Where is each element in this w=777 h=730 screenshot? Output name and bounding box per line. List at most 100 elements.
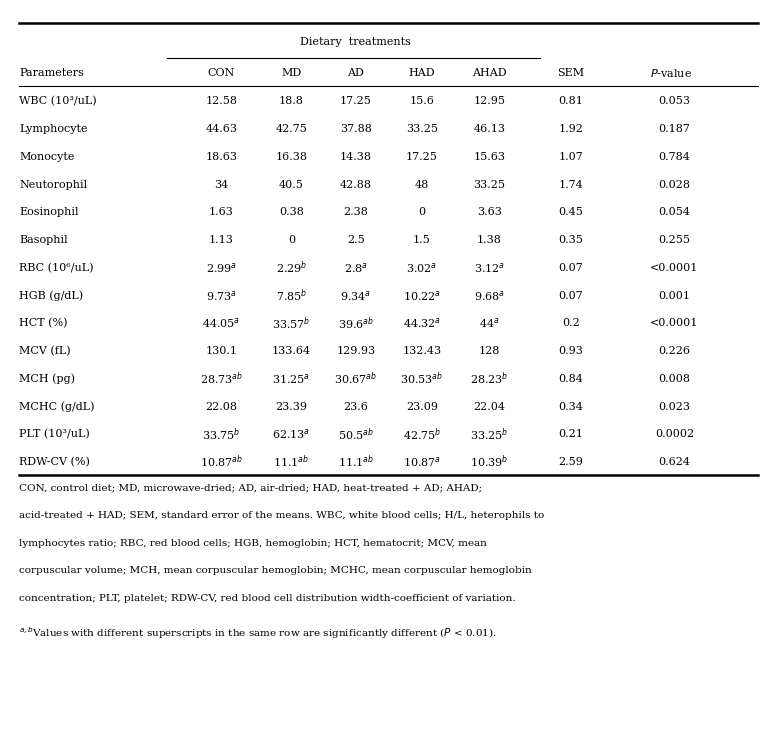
- Text: 22.04: 22.04: [473, 402, 506, 412]
- Text: 42.88: 42.88: [340, 180, 372, 190]
- Text: 0: 0: [418, 207, 426, 218]
- Text: 2.99$^{a}$: 2.99$^{a}$: [206, 261, 237, 274]
- Text: 10.87$^{ab}$: 10.87$^{ab}$: [200, 454, 243, 470]
- Text: RDW-CV (%): RDW-CV (%): [19, 457, 90, 467]
- Text: 133.64: 133.64: [272, 346, 311, 356]
- Text: 9.34$^{a}$: 9.34$^{a}$: [340, 288, 371, 302]
- Text: 33.25: 33.25: [406, 124, 438, 134]
- Text: corpuscular volume; MCH, mean corpuscular hemoglobin; MCHC, mean corpuscular hem: corpuscular volume; MCH, mean corpuscula…: [19, 566, 532, 575]
- Text: 0.84: 0.84: [559, 374, 584, 384]
- Text: AD: AD: [347, 68, 364, 78]
- Text: 2.38: 2.38: [343, 207, 368, 218]
- Text: 33.25: 33.25: [473, 180, 506, 190]
- Text: 3.02$^{a}$: 3.02$^{a}$: [406, 261, 437, 274]
- Text: 0.93: 0.93: [559, 346, 584, 356]
- Text: 128: 128: [479, 346, 500, 356]
- Text: 132.43: 132.43: [402, 346, 441, 356]
- Text: 7.85$^{b}$: 7.85$^{b}$: [276, 288, 307, 304]
- Text: 0.053: 0.053: [658, 96, 691, 107]
- Text: 2.8$^{a}$: 2.8$^{a}$: [344, 261, 368, 274]
- Text: 16.38: 16.38: [275, 152, 308, 162]
- Text: 0.008: 0.008: [658, 374, 691, 384]
- Text: 10.39$^{b}$: 10.39$^{b}$: [470, 454, 509, 470]
- Text: $P$-value: $P$-value: [650, 67, 692, 79]
- Text: 0.38: 0.38: [279, 207, 304, 218]
- Text: 0.2: 0.2: [563, 318, 580, 328]
- Text: 0.255: 0.255: [658, 235, 691, 245]
- Text: 0.45: 0.45: [559, 207, 584, 218]
- Text: 15.6: 15.6: [409, 96, 434, 107]
- Text: Monocyte: Monocyte: [19, 152, 75, 162]
- Text: 0.624: 0.624: [658, 457, 691, 467]
- Text: 42.75$^{b}$: 42.75$^{b}$: [402, 426, 441, 442]
- Text: 39.6$^{ab}$: 39.6$^{ab}$: [338, 315, 374, 331]
- Text: <0.0001: <0.0001: [650, 318, 699, 328]
- Text: acid-treated + HAD; SEM, standard error of the means. WBC, white blood cells; H/: acid-treated + HAD; SEM, standard error …: [19, 511, 545, 520]
- Text: 1.38: 1.38: [477, 235, 502, 245]
- Text: 37.88: 37.88: [340, 124, 372, 134]
- Text: 0.028: 0.028: [658, 180, 691, 190]
- Text: HCT (%): HCT (%): [19, 318, 68, 328]
- Text: 129.93: 129.93: [336, 346, 375, 356]
- Text: 23.09: 23.09: [406, 402, 438, 412]
- Text: 23.6: 23.6: [343, 402, 368, 412]
- Text: 2.5: 2.5: [347, 235, 364, 245]
- Text: 12.95: 12.95: [473, 96, 506, 107]
- Text: 44$^{a}$: 44$^{a}$: [479, 316, 500, 330]
- Text: lymphocytes ratio; RBC, red blood cells; HGB, hemoglobin; HCT, hematocrit; MCV, : lymphocytes ratio; RBC, red blood cells;…: [19, 539, 487, 548]
- Text: 0.001: 0.001: [658, 291, 691, 301]
- Text: 14.38: 14.38: [340, 152, 372, 162]
- Text: 40.5: 40.5: [279, 180, 304, 190]
- Text: 18.63: 18.63: [205, 152, 238, 162]
- Text: MD: MD: [281, 68, 301, 78]
- Text: 0.187: 0.187: [658, 124, 691, 134]
- Text: 0.81: 0.81: [559, 96, 584, 107]
- Text: 130.1: 130.1: [205, 346, 238, 356]
- Text: 50.5$^{ab}$: 50.5$^{ab}$: [338, 426, 374, 442]
- Text: 44.32$^{a}$: 44.32$^{a}$: [402, 316, 441, 330]
- Text: CON: CON: [207, 68, 235, 78]
- Text: 0.0002: 0.0002: [655, 429, 694, 439]
- Text: 28.73$^{ab}$: 28.73$^{ab}$: [200, 371, 243, 387]
- Text: RBC (10⁶/uL): RBC (10⁶/uL): [19, 263, 94, 273]
- Text: 10.87$^{a}$: 10.87$^{a}$: [403, 455, 441, 469]
- Text: 2.59: 2.59: [559, 457, 584, 467]
- Text: 3.12$^{a}$: 3.12$^{a}$: [474, 261, 505, 274]
- Text: 0.35: 0.35: [559, 235, 584, 245]
- Text: 0.07: 0.07: [559, 291, 584, 301]
- Text: 33.75$^{b}$: 33.75$^{b}$: [202, 426, 241, 442]
- Text: 1.92: 1.92: [559, 124, 584, 134]
- Text: WBC (10³/uL): WBC (10³/uL): [19, 96, 97, 107]
- Text: Lymphocyte: Lymphocyte: [19, 124, 88, 134]
- Text: 3.63: 3.63: [477, 207, 502, 218]
- Text: 44.63: 44.63: [205, 124, 238, 134]
- Text: <0.0001: <0.0001: [650, 263, 699, 273]
- Text: MCH (pg): MCH (pg): [19, 374, 75, 384]
- Text: 1.07: 1.07: [559, 152, 584, 162]
- Text: 1.5: 1.5: [413, 235, 430, 245]
- Text: 9.68$^{a}$: 9.68$^{a}$: [474, 288, 505, 302]
- Text: 1.74: 1.74: [559, 180, 584, 190]
- Text: HGB (g/dL): HGB (g/dL): [19, 291, 84, 301]
- Text: $^{a,b}$Values with different superscripts in the same row are significantly dif: $^{a,b}$Values with different superscrip…: [19, 625, 497, 641]
- Text: 28.23$^{b}$: 28.23$^{b}$: [470, 371, 509, 387]
- Text: 44.05$^{a}$: 44.05$^{a}$: [202, 316, 241, 330]
- Text: 11.1$^{ab}$: 11.1$^{ab}$: [274, 454, 309, 470]
- Text: 33.57$^{b}$: 33.57$^{b}$: [272, 315, 311, 331]
- Text: 30.53$^{ab}$: 30.53$^{ab}$: [400, 371, 444, 387]
- Text: 11.1$^{ab}$: 11.1$^{ab}$: [338, 454, 374, 470]
- Text: 1.63: 1.63: [209, 207, 234, 218]
- Text: 18.8: 18.8: [279, 96, 304, 107]
- Text: 30.67$^{ab}$: 30.67$^{ab}$: [334, 371, 378, 387]
- Text: 22.08: 22.08: [205, 402, 238, 412]
- Text: Neutorophil: Neutorophil: [19, 180, 88, 190]
- Text: 33.25$^{b}$: 33.25$^{b}$: [470, 426, 509, 442]
- Text: HAD: HAD: [409, 68, 435, 78]
- Text: 0: 0: [287, 235, 295, 245]
- Text: Basophil: Basophil: [19, 235, 68, 245]
- Text: 0.023: 0.023: [658, 402, 691, 412]
- Text: 0.07: 0.07: [559, 263, 584, 273]
- Text: 0.21: 0.21: [559, 429, 584, 439]
- Text: PLT (10³/uL): PLT (10³/uL): [19, 429, 90, 439]
- Text: 48: 48: [415, 180, 429, 190]
